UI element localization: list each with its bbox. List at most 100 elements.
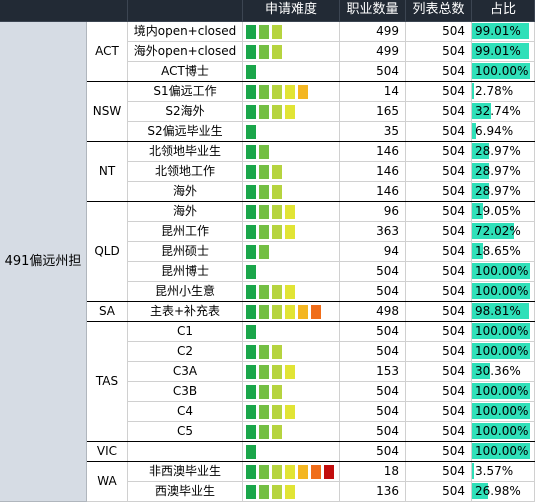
state-label: WA [87, 462, 128, 502]
difficulty-square [311, 465, 321, 479]
difficulty-cell [243, 342, 340, 362]
ratio-value: 100.00% [475, 284, 529, 298]
ratio-cell: 19.05% [472, 202, 535, 222]
ratio-cell: 100.00% [472, 402, 535, 422]
difficulty-square [246, 265, 256, 279]
difficulty-square [285, 85, 295, 99]
ratio-cell: 100.00% [472, 382, 535, 402]
ratio-value: 3.57% [475, 464, 514, 478]
difficulty-square [272, 105, 282, 119]
difficulty-square [246, 65, 256, 79]
list-total: 504 [406, 422, 472, 442]
ratio-value: 6.94% [475, 124, 514, 138]
state-label: TAS [87, 322, 128, 442]
list-total: 504 [406, 82, 472, 102]
ratio-value: 100.00% [475, 324, 529, 338]
list-total: 504 [406, 242, 472, 262]
list-total: 504 [406, 22, 472, 42]
difficulty-square [246, 185, 256, 199]
jobs-count: 504 [340, 262, 406, 282]
difficulty-square [285, 365, 295, 379]
ratio-bar [472, 363, 490, 379]
group-divider [87, 321, 535, 322]
header-jobs: 职业数量 [340, 0, 406, 22]
difficulty-cell [243, 462, 340, 482]
jobs-count: 35 [340, 122, 406, 142]
jobs-count: 504 [340, 442, 406, 462]
list-total: 504 [406, 482, 472, 502]
difficulty-square [259, 205, 269, 219]
jobs-count: 18 [340, 462, 406, 482]
ratio-bar [472, 123, 477, 139]
difficulty-cell [243, 42, 340, 62]
difficulty-square [272, 345, 282, 359]
ratio-bar [472, 203, 484, 219]
ratio-cell: 100.00% [472, 342, 535, 362]
ratio-value: 28.97% [475, 144, 521, 158]
difficulty-square [272, 485, 282, 499]
difficulty-cell [243, 362, 340, 382]
difficulty-square [285, 285, 295, 299]
list-total: 504 [406, 362, 472, 382]
list-total: 504 [406, 262, 472, 282]
jobs-count: 146 [340, 162, 406, 182]
difficulty-square [259, 25, 269, 39]
difficulty-cell [243, 162, 340, 182]
ratio-bar [472, 163, 489, 179]
ratio-cell: 100.00% [472, 322, 535, 342]
difficulty-square [285, 225, 295, 239]
ratio-value: 100.00% [475, 264, 529, 278]
row-name: 主表+补充表 [128, 302, 243, 322]
state-label: SA [87, 302, 128, 322]
jobs-count: 363 [340, 222, 406, 242]
row-name: 北领地毕业生 [128, 142, 243, 162]
difficulty-square [246, 105, 256, 119]
list-total: 504 [406, 222, 472, 242]
difficulty-square [272, 185, 282, 199]
row-name: C5 [128, 422, 243, 442]
group-divider [87, 441, 535, 442]
ratio-value: 19.05% [475, 204, 521, 218]
difficulty-square [259, 345, 269, 359]
ratio-cell: 72.02% [472, 222, 535, 242]
difficulty-square [246, 405, 256, 419]
jobs-count: 504 [340, 422, 406, 442]
difficulty-square [285, 105, 295, 119]
difficulty-cell [243, 122, 340, 142]
jobs-count: 499 [340, 42, 406, 62]
difficulty-cell [243, 142, 340, 162]
row-name: C4 [128, 402, 243, 422]
difficulty-square [272, 465, 282, 479]
difficulty-square [285, 405, 295, 419]
ratio-bar [472, 323, 530, 339]
difficulty-cell [243, 422, 340, 442]
list-total: 504 [406, 62, 472, 82]
ratio-cell: 99.01% [472, 42, 535, 62]
difficulty-square [259, 225, 269, 239]
jobs-count: 14 [340, 82, 406, 102]
group-divider [87, 461, 535, 462]
group-divider [87, 301, 535, 302]
row-name: S1偏远工作 [128, 82, 243, 102]
row-name: C2 [128, 342, 243, 362]
group-divider [87, 81, 535, 82]
ratio-bar [472, 343, 530, 359]
difficulty-square [272, 205, 282, 219]
difficulty-square [246, 385, 256, 399]
jobs-count: 498 [340, 302, 406, 322]
category-label: 491偏远州担 [0, 22, 87, 502]
ratio-bar [472, 463, 475, 479]
ratio-value: 100.00% [475, 64, 529, 78]
ratio-cell: 100.00% [472, 282, 535, 302]
ratio-value: 100.00% [475, 384, 529, 398]
state-label: NSW [87, 82, 128, 142]
difficulty-square [285, 465, 295, 479]
list-total: 504 [406, 202, 472, 222]
difficulty-square [246, 165, 256, 179]
ratio-cell: 100.00% [472, 442, 535, 462]
ratio-bar [472, 23, 530, 39]
difficulty-square [272, 25, 282, 39]
header-difficulty: 申请难度 [243, 0, 340, 22]
ratio-value: 100.00% [475, 344, 529, 358]
difficulty-square [246, 125, 256, 139]
